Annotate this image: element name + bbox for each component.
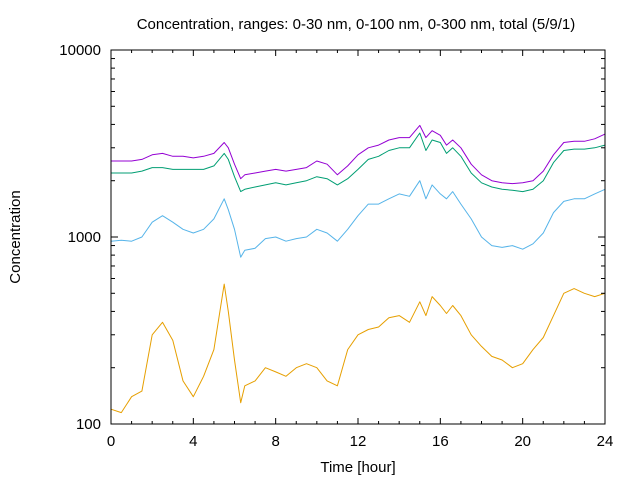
- series-line-3: [111, 132, 606, 193]
- x-tick-label: 24: [597, 433, 614, 450]
- series-line-4: [111, 124, 606, 185]
- x-tick-label: 20: [514, 433, 531, 450]
- series-line-1: [110, 283, 606, 414]
- x-tick-label: 0: [107, 433, 115, 450]
- y-tick-label: 100: [76, 416, 101, 433]
- y-axis-title: Concentration: [7, 190, 24, 283]
- chart-title: Concentration, ranges: 0-30 nm, 0-100 nm…: [137, 16, 576, 33]
- y-tick-label: 1000: [68, 229, 101, 246]
- tick-layer: 0 4 8 12 16 20 24 100 1000 10000: [59, 42, 613, 450]
- series-line-2: [110, 180, 606, 258]
- x-tick-label: 8: [271, 433, 279, 450]
- x-tick-label: 4: [189, 433, 197, 450]
- series-layer: [110, 124, 606, 414]
- x-axis-title: Time [hour]: [320, 459, 395, 476]
- plot-area-frame: [110, 49, 606, 425]
- x-tick-label: 16: [432, 433, 449, 450]
- y-tick-label: 10000: [59, 42, 101, 59]
- x-tick-label: 12: [350, 433, 367, 450]
